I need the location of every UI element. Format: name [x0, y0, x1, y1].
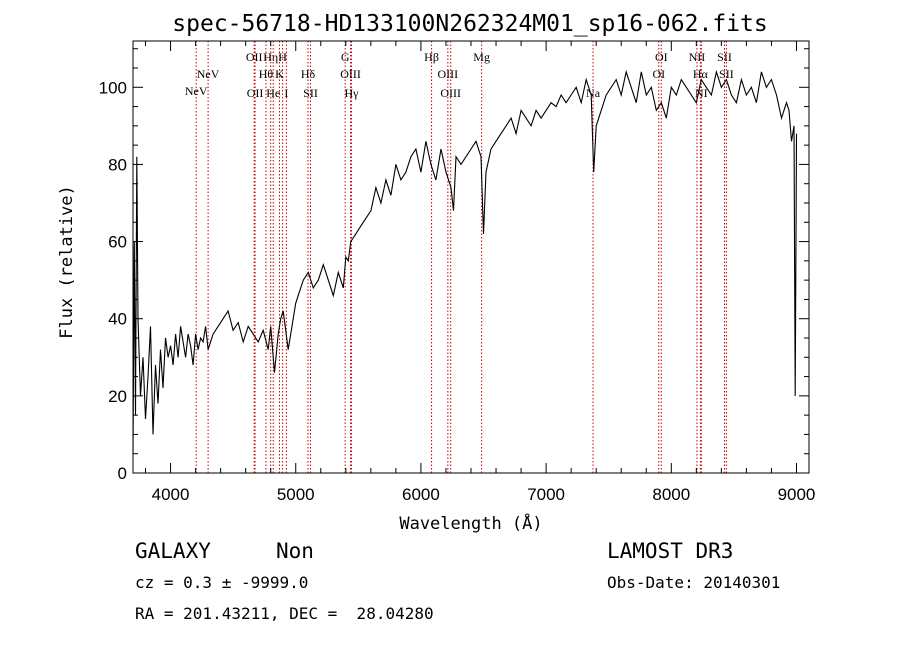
line-marker-label: H	[278, 50, 287, 64]
line-marker-label: Hγ	[344, 86, 359, 100]
x-tick-label: 5000	[277, 485, 315, 504]
spectrum-series-line	[132, 69, 798, 454]
line-marker-label: Na	[586, 86, 601, 100]
line-marker-label: G	[341, 50, 350, 64]
x-tick-label: 9000	[778, 485, 816, 504]
line-marker-label: Hβ	[424, 50, 439, 64]
observation-date: Obs-Date: 20140301	[607, 573, 781, 592]
line-marker-label: Hθ	[259, 67, 274, 81]
line-marker-label: NII	[689, 50, 706, 64]
line-marker-label: NeV	[197, 67, 220, 81]
x-axis-label: Wavelength (Å)	[399, 512, 542, 534]
line-marker-label: OIII	[438, 67, 459, 81]
line-marker-label: OII	[247, 86, 264, 100]
line-marker-label: I	[284, 86, 288, 100]
line-marker-label: He	[266, 86, 280, 100]
line-marker-label: OIII	[340, 67, 361, 81]
line-marker-label: Hα	[693, 67, 709, 81]
x-tick-label: 8000	[652, 485, 690, 504]
line-marker-label: NeV	[185, 84, 208, 98]
x-tick-label: 4000	[152, 485, 190, 504]
y-tick-label: 20	[108, 387, 127, 406]
y-tick-label: 80	[108, 155, 127, 174]
y-axis-ticks: 0 20 40 60 80 100	[99, 48, 809, 483]
line-marker-label: SII	[719, 67, 734, 81]
x-tick-label: 6000	[402, 485, 440, 504]
line-marker-label: Hδ	[301, 67, 316, 81]
y-tick-label: 40	[108, 310, 127, 329]
survey-name: LAMOST DR3	[607, 539, 734, 563]
line-marker-label: SII	[303, 86, 318, 100]
y-tick-label: 60	[108, 233, 127, 252]
object-class: GALAXY	[135, 539, 211, 563]
line-marker-label: OIII	[440, 86, 461, 100]
redshift-cz: cz = 0.3 ± -9999.0	[135, 573, 309, 592]
line-marker-label: OI	[652, 67, 665, 81]
y-tick-label: 0	[118, 464, 127, 483]
chart-title: spec-56718-HD133100N262324M01_sp16-062.f…	[172, 11, 767, 37]
line-marker-label: SII	[717, 50, 732, 64]
ra-dec-coordinates: RA = 201.43211, DEC = 28.04280	[135, 604, 434, 623]
line-marker-label: Mg	[473, 50, 490, 64]
y-axis-label: Flux (relative)	[57, 185, 77, 339]
line-marker-label: OI	[655, 50, 668, 64]
emission-line-markers: NeV NeV OII OII Hθ Hη He HKI Hδ SII G OIII Hγ Hβ OIII O…	[185, 41, 734, 473]
y-tick-label: 100	[99, 78, 127, 97]
object-subclass: Non	[276, 539, 314, 563]
x-axis-ticks: 4000 5000 6000 7000 8000 9000	[145, 41, 816, 504]
line-marker-label: K	[275, 67, 284, 81]
line-marker-label: Hη	[263, 50, 278, 64]
line-marker-label: OII	[246, 50, 263, 64]
x-tick-label: 7000	[527, 485, 565, 504]
plot-frame	[132, 40, 810, 474]
